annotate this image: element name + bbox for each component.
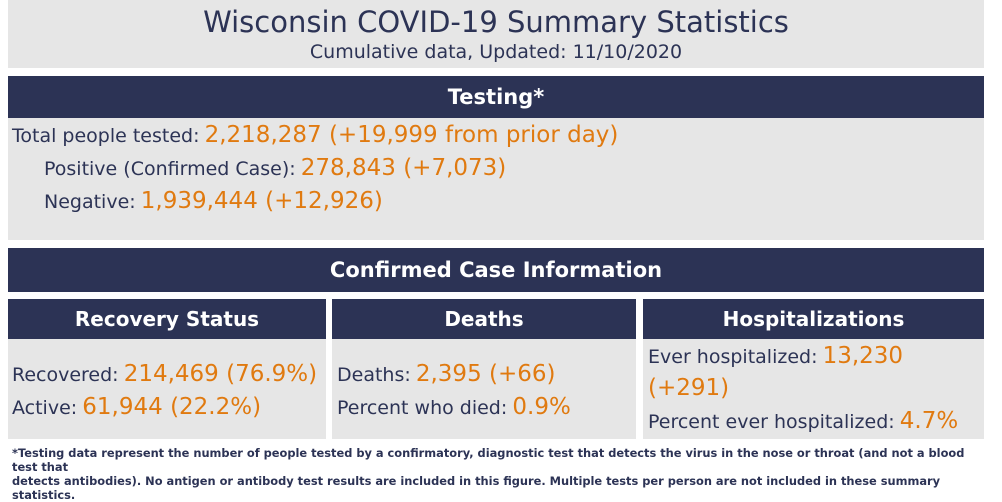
recovery-panel: Recovered: 214,469 (76.9%) Active: 61,94… [8, 339, 326, 439]
active-row: Active: 61,944 (22.2%) [12, 394, 261, 420]
active-value: 61,944 (22.2%) [82, 394, 262, 420]
recovered-row: Recovered: 214,469 (76.9%) [12, 361, 317, 387]
footnote-line-2: detects antibodies). No antigen or antib… [12, 474, 941, 502]
page-title: Wisconsin COVID-19 Summary Statistics [203, 5, 789, 39]
deaths-header: Deaths [332, 299, 636, 339]
negative-value: 1,939,444 (+12,926) [140, 188, 383, 214]
testing-panel: Total people tested: 2,218,287 (+19,999 … [8, 118, 984, 240]
ever-hospitalized-value: 13,230 [822, 343, 904, 369]
total-tested-row: Total people tested: 2,218,287 (+19,999 … [12, 122, 618, 148]
hospitalizations-header: Hospitalizations [643, 299, 984, 339]
hospitalizations-panel: Ever hospitalized: 13,230 (+291) Percent… [643, 339, 984, 439]
testing-header: Testing* [8, 76, 984, 118]
title-panel: Wisconsin COVID-19 Summary Statistics Cu… [8, 0, 984, 68]
positive-value: 278,843 (+7,073) [300, 155, 507, 181]
deaths-label: Deaths: [337, 364, 411, 386]
ever-hospitalized-label: Ever hospitalized: [648, 346, 818, 368]
percent-died-value: 0.9% [512, 394, 571, 420]
total-tested-label: Total people tested: [12, 125, 200, 147]
negative-row: Negative: 1,939,444 (+12,926) [44, 188, 383, 214]
positive-row: Positive (Confirmed Case): 278,843 (+7,0… [44, 155, 506, 181]
deaths-panel: Deaths: 2,395 (+66) Percent who died: 0.… [332, 339, 636, 439]
footnote-line-1: *Testing data represent the number of pe… [12, 446, 965, 474]
percent-hospitalized-row: Percent ever hospitalized: 4.7% [648, 408, 958, 434]
ever-hospitalized-change-row: (+291) [648, 375, 729, 401]
recovery-header: Recovery Status [8, 299, 326, 339]
negative-label: Negative: [44, 191, 136, 213]
recovered-value: 214,469 (76.9%) [123, 361, 318, 387]
recovered-label: Recovered: [12, 364, 119, 386]
total-tested-value: 2,218,287 (+19,999 from prior day) [204, 122, 619, 148]
deaths-value: 2,395 (+66) [415, 361, 556, 387]
percent-hospitalized-label: Percent ever hospitalized: [648, 411, 895, 433]
ever-hospitalized-row: Ever hospitalized: 13,230 [648, 343, 903, 369]
footnote: *Testing data represent the number of pe… [12, 446, 987, 502]
confirmed-case-header: Confirmed Case Information [8, 248, 984, 292]
ever-hospitalized-change: (+291) [648, 375, 730, 401]
positive-label: Positive (Confirmed Case): [44, 158, 296, 180]
active-label: Active: [12, 397, 78, 419]
deaths-row: Deaths: 2,395 (+66) [337, 361, 556, 387]
percent-died-row: Percent who died: 0.9% [337, 394, 571, 420]
page-subtitle: Cumulative data, Updated: 11/10/2020 [309, 41, 683, 63]
percent-died-label: Percent who died: [337, 397, 508, 419]
percent-hospitalized-value: 4.7% [899, 408, 959, 434]
